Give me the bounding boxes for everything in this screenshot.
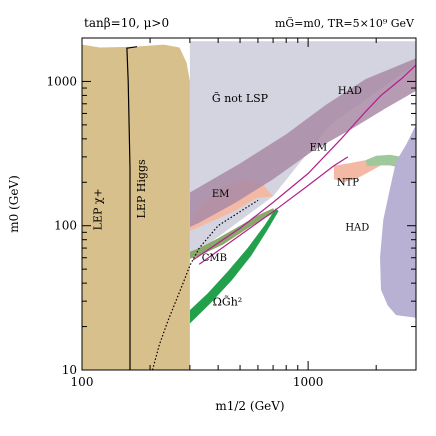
label-em-lower: EM [212, 189, 230, 200]
magenta-line-2 [198, 156, 349, 265]
region-labels: LEP χ+ LEP Higgs G̃ not LSP HAD EM NTP EM HAD CM… [92, 86, 370, 309]
region-had-right [380, 124, 416, 318]
label-lep-chargino: LEP χ+ [92, 188, 105, 230]
label-not-lsp: G̃ not LSP [212, 92, 269, 105]
y-axis-label: m0 (GeV) [7, 175, 21, 233]
x-tick-label: 1000 [293, 375, 324, 389]
label-em-upper: EM [310, 143, 328, 154]
header-right: mG̃=m0, TR=5×10⁹ GeV [275, 17, 415, 30]
label-lep-higgs: LEP Higgs [135, 159, 148, 218]
plot-area [82, 38, 416, 370]
region-lep-region [82, 44, 190, 370]
lep-higgs-line [126, 46, 138, 370]
x-tick-label: 100 [71, 375, 94, 389]
y-tick-label: 100 [54, 219, 77, 233]
label-cmb: CMB [202, 253, 227, 264]
label-had-upper: HAD [338, 86, 362, 97]
header-left: tanβ=10, μ>0 [84, 16, 169, 30]
y-tick-label: 10 [62, 363, 77, 377]
y-tick-label: 1000 [46, 74, 77, 88]
region-had-upper [189, 58, 416, 228]
dotted-line [151, 199, 259, 370]
magenta-line-1 [192, 64, 416, 261]
plot-frame [81, 37, 417, 371]
x-axis-label: m1/2 (GeV) [215, 399, 284, 413]
label-had-right: HAD [345, 222, 369, 233]
region-omega-band [189, 208, 279, 324]
label-omega: ΩG̃h² [213, 295, 242, 308]
label-ntp: NTP [337, 178, 359, 189]
